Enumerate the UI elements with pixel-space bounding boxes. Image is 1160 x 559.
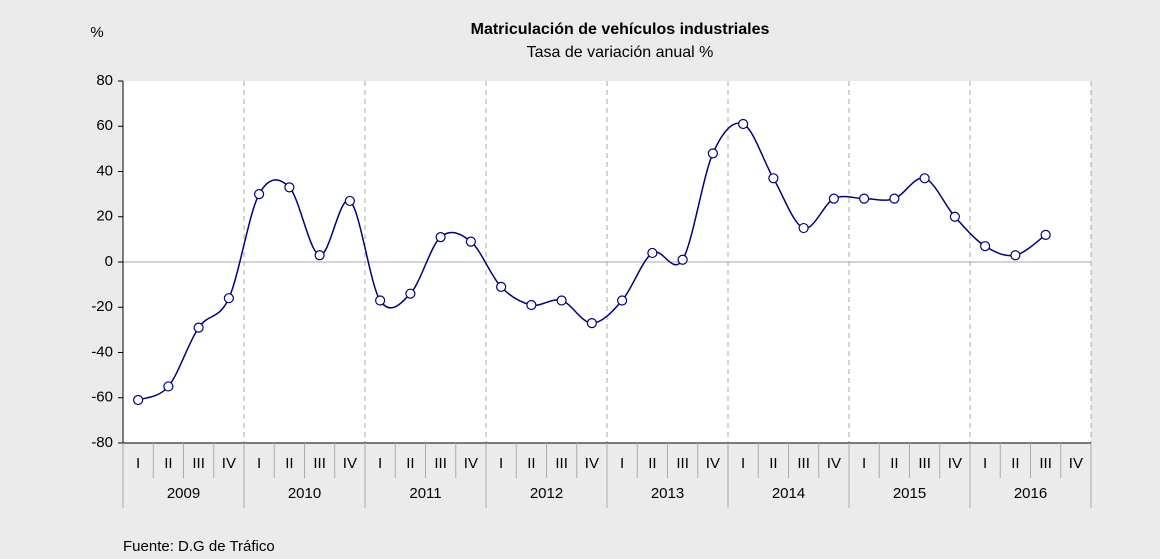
year-label: 2012 xyxy=(530,485,563,502)
year-label: 2010 xyxy=(288,485,321,502)
x-tick-label: III xyxy=(918,455,931,472)
point xyxy=(193,322,204,333)
x-tick-label: I xyxy=(257,455,261,472)
point xyxy=(375,295,386,306)
x-tick-label: IV xyxy=(706,455,720,472)
y-tick-label: 60 xyxy=(96,117,113,134)
point xyxy=(949,211,960,222)
y-tick-label: -40 xyxy=(91,343,113,360)
point xyxy=(1010,250,1021,261)
y-tick-label: -80 xyxy=(91,434,113,451)
x-tick-label: II xyxy=(164,455,172,472)
y-tick-label: 80 xyxy=(96,72,113,89)
x-tick-label: IV xyxy=(222,455,236,472)
x-tick-label: IV xyxy=(1069,455,1083,472)
point xyxy=(889,193,900,204)
point xyxy=(859,193,870,204)
year-label: 2009 xyxy=(167,485,200,502)
point xyxy=(768,173,779,184)
point xyxy=(344,195,355,207)
x-tick-label: III xyxy=(555,455,568,472)
y-tick-label: 40 xyxy=(96,162,113,179)
point xyxy=(798,222,809,234)
x-tick-label: III xyxy=(676,455,689,472)
x-tick-label: IV xyxy=(827,455,841,472)
x-tick-label: II xyxy=(648,455,656,472)
x-tick-label: III xyxy=(192,455,205,472)
x-tick-label: III xyxy=(797,455,810,472)
x-tick-label: I xyxy=(499,455,503,472)
point xyxy=(284,182,295,193)
point xyxy=(496,281,507,292)
point xyxy=(677,254,688,265)
source: Fuente: D.G de Tráfico xyxy=(123,538,275,555)
x-tick-label: I xyxy=(862,455,866,472)
point xyxy=(586,317,597,329)
point xyxy=(223,293,234,304)
chart-title: Matriculación de vehículos industriales xyxy=(471,21,770,38)
year-label: 2013 xyxy=(651,485,684,502)
x-tick-label: II xyxy=(1011,455,1019,472)
x-tick-label: I xyxy=(378,455,382,472)
x-tick-label: IV xyxy=(585,455,599,472)
point xyxy=(707,148,718,159)
x-tick-label: IV xyxy=(343,455,357,472)
year-label: 2011 xyxy=(409,485,441,502)
x-tick-label: II xyxy=(890,455,898,472)
point xyxy=(738,118,749,130)
x-tick-label: IV xyxy=(464,455,478,472)
y-tick-label: -60 xyxy=(91,389,113,406)
y-tick-label: -20 xyxy=(91,298,113,315)
x-tick-label: I xyxy=(136,455,140,472)
x-tick-label: III xyxy=(434,455,447,472)
x-tick-label: III xyxy=(313,455,326,472)
year-label: 2015 xyxy=(893,485,926,502)
point xyxy=(133,394,144,406)
point xyxy=(980,241,991,252)
x-tick-label: II xyxy=(527,455,535,472)
point xyxy=(254,189,265,200)
y-axis-label: % xyxy=(90,24,103,41)
point xyxy=(1040,229,1051,240)
point xyxy=(465,236,476,247)
x-tick-label: III xyxy=(1039,455,1052,472)
year-label: 2016 xyxy=(1014,485,1047,502)
point xyxy=(647,247,658,259)
point xyxy=(314,250,325,261)
point xyxy=(828,193,839,204)
x-tick-label: II xyxy=(406,455,414,472)
x-tick-label: II xyxy=(769,455,777,472)
point xyxy=(163,381,174,392)
chart-subtitle: Tasa de variación anual % xyxy=(527,44,714,61)
x-tick-label: I xyxy=(620,455,624,472)
point xyxy=(617,295,628,306)
point xyxy=(556,295,567,306)
x-tick-label: II xyxy=(285,455,293,472)
point xyxy=(526,299,537,311)
x-tick-label: IV xyxy=(948,455,962,472)
point xyxy=(405,288,416,299)
x-tick-label: I xyxy=(983,455,987,472)
y-tick-label: 0 xyxy=(105,253,113,270)
x-tick-label: I xyxy=(741,455,745,472)
year-label: 2014 xyxy=(772,485,805,502)
y-tick-label: 20 xyxy=(96,208,113,225)
point xyxy=(435,232,446,243)
point xyxy=(919,173,930,184)
